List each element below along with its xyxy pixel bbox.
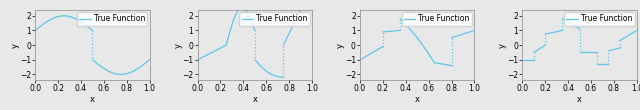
True Function	[60, 15, 68, 16]
True Function	[526, 59, 534, 60]
True Function	[376, 48, 383, 49]
X-axis label: x: x	[90, 95, 95, 104]
True Function	[356, 59, 364, 60]
True Function	[529, 59, 536, 60]
True Function	[35, 27, 42, 28]
True Function	[218, 47, 226, 48]
True Function	[196, 58, 204, 60]
X-axis label: x: x	[415, 95, 420, 104]
Line: True Function: True Function	[198, 45, 226, 60]
Line: True Function: True Function	[35, 16, 92, 30]
Legend: True Function: True Function	[564, 12, 634, 26]
True Function	[222, 44, 230, 46]
True Function	[65, 16, 72, 17]
True Function	[75, 20, 83, 21]
True Function	[525, 59, 533, 60]
True Function	[31, 30, 39, 31]
True Function	[81, 24, 88, 25]
Line: True Function: True Function	[360, 47, 383, 60]
True Function	[519, 59, 527, 60]
Y-axis label: y: y	[11, 43, 20, 48]
True Function	[358, 58, 365, 60]
True Function	[518, 59, 526, 60]
True Function	[211, 50, 219, 51]
True Function	[211, 51, 218, 52]
True Function	[525, 59, 533, 60]
True Function	[216, 48, 223, 49]
True Function	[379, 46, 387, 47]
X-axis label: x: x	[577, 95, 582, 104]
True Function	[530, 59, 538, 60]
True Function	[374, 49, 381, 50]
True Function	[371, 51, 378, 52]
Y-axis label: y: y	[336, 43, 345, 48]
True Function	[66, 16, 74, 17]
Y-axis label: y: y	[498, 43, 507, 48]
True Function	[527, 59, 535, 60]
Y-axis label: y: y	[173, 43, 182, 48]
True Function	[369, 51, 377, 53]
Legend: True Function: True Function	[239, 12, 310, 26]
X-axis label: x: x	[252, 95, 257, 104]
True Function	[194, 59, 202, 60]
True Function	[68, 16, 76, 18]
True Function	[370, 51, 378, 52]
Legend: True Function: True Function	[402, 12, 472, 26]
True Function	[88, 30, 96, 31]
True Function	[212, 50, 220, 51]
Legend: True Function: True Function	[77, 12, 147, 26]
